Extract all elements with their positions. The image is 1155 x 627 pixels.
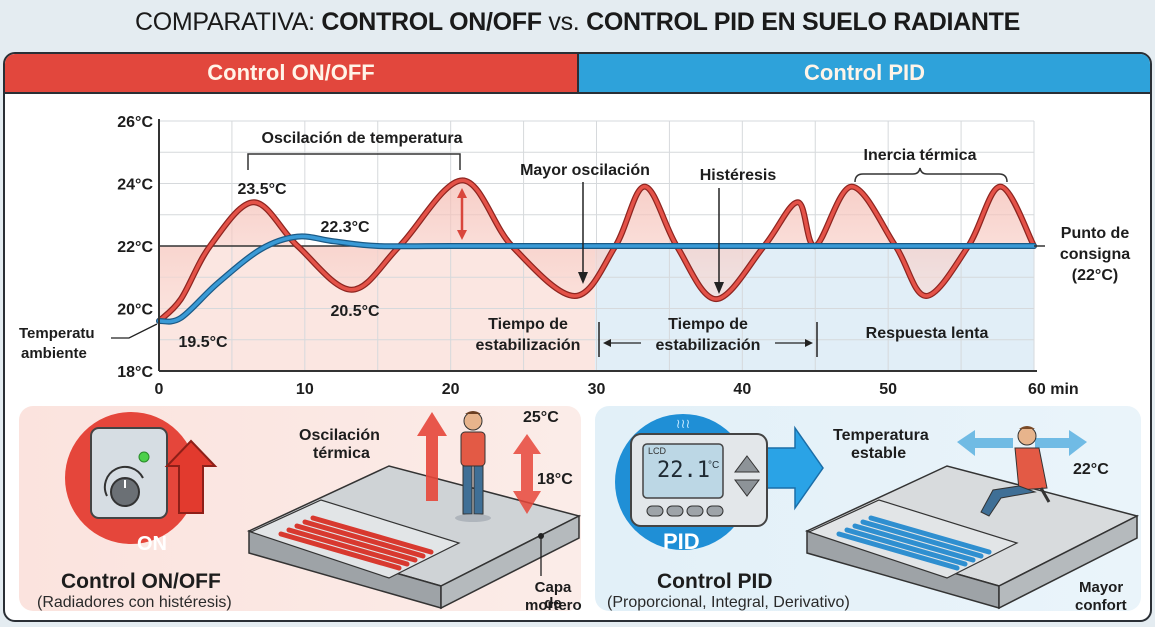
up-arrow-icon [164, 439, 218, 514]
oscillation-title: Oscilación de temperatura [262, 130, 463, 147]
mayor-oscilacion-label: Mayor oscilación [520, 162, 650, 179]
x-tick-label: 50 [879, 381, 897, 398]
x-tick-label: 20 [442, 381, 460, 398]
heat-waves-icon: ≀≀≀ [676, 416, 691, 431]
x-tick-label: 30 [588, 381, 606, 398]
x-tick-label: 0 [155, 381, 164, 398]
respuesta-lenta-label: Respuesta lenta [866, 325, 989, 342]
oscilacion-termica-label-a: Oscilación [299, 427, 380, 444]
knob-icon [110, 477, 140, 507]
pid-panel-title: Control PID [657, 570, 773, 593]
pid-panel: ≀≀≀ LCD 22.1 °C PID Control PI [595, 406, 1141, 614]
knob-scale [103, 465, 144, 497]
comparison-frame: Control ON/OFF Control PID 18°C 20°C 22°C 2… [3, 52, 1152, 622]
temp-high-label: 25°C [523, 409, 559, 426]
onoff-illustration [65, 411, 581, 610]
oscillation-bracket [247, 153, 461, 170]
mortar-label-a: Capa de [534, 579, 572, 612]
onoff-panel: ON Control ON/OFF (Radiadores con histér… [19, 406, 582, 614]
tiempo-span-arrow-icon [603, 339, 813, 347]
lcd-label: LCD [648, 446, 667, 456]
x-ticks: 0 10 20 30 40 50 60 min [155, 381, 1079, 398]
comfort-label-a: Mayor [1079, 579, 1124, 596]
pid-illustration: ≀≀≀ [615, 414, 1140, 610]
lcd-screen [642, 443, 724, 499]
peak-label: 23.5°C [237, 181, 287, 198]
pid-line [157, 234, 1036, 324]
heating-pipes-red [278, 515, 434, 571]
ambiente-label-b: ambiente [21, 345, 87, 362]
ambiente-pointer [111, 323, 158, 339]
temperature-chart: 18°C 20°C 22°C 24°C 26°C 0 10 20 30 40 50 60 min O… [19, 114, 1130, 398]
header-onoff: Control ON/OFF [5, 54, 579, 94]
switch-on-label: ON [137, 533, 167, 555]
ambiente-label-a: Temperatu [19, 325, 95, 342]
title-pid: CONTROL PID EN SUELO RADIANTE [586, 8, 1020, 36]
lcd-unit: °C [708, 460, 720, 471]
lcd-value: 22.1 [657, 458, 710, 483]
pid-badge-label: PID [663, 529, 700, 554]
inercia-bracket [854, 167, 1008, 183]
start-label: 19.5°C [178, 334, 228, 351]
heating-pipes-blue [836, 515, 992, 571]
heat-wave-arrow-icon [417, 412, 447, 501]
x-tick-label: 10 [296, 381, 314, 398]
y-tick-label: 24°C [117, 177, 153, 194]
pid-buttons [646, 505, 724, 517]
stable-right-arrow-icon [1035, 430, 1087, 456]
stable-temp-label-b: estable [851, 445, 907, 462]
pid-panel-subtitle: (Proporcional, Integral, Derivativo) [607, 594, 850, 611]
mortar-label-b: mortero [525, 597, 582, 614]
consigna-label-c: (22°C) [1072, 267, 1118, 284]
inercia-label: Inercia térmica [864, 147, 977, 164]
slab-side [440, 514, 580, 610]
stable-temp-label-a: Temperatura [833, 427, 929, 444]
tiempo2-label-b: estabilización [656, 337, 761, 354]
y-tick-label: 18°C [117, 364, 153, 381]
temp-range-arrow-icon [513, 434, 541, 514]
stable-left-arrow-icon [957, 430, 1013, 456]
oscillation-arrow-icon [457, 188, 467, 240]
histeresis-arrow-icon [714, 188, 724, 294]
y-tick-label: 26°C [117, 114, 153, 131]
onoff-line [157, 178, 1036, 323]
page-title: COMPARATIVA: CONTROL ON/OFF vs. CONTROL … [0, 8, 1155, 37]
x-tick-label: 40 [733, 381, 751, 398]
temp-low-label: 18°C [537, 471, 573, 488]
consigna-label-b: consigna [1060, 246, 1130, 263]
mortar-pointer-dot [538, 533, 544, 539]
onoff-panel-title: Control ON/OFF [61, 570, 221, 593]
person-sitting-icon [980, 426, 1051, 517]
pid-peak-label: 22.3°C [320, 219, 370, 236]
x-tick-label: 60 min [1028, 381, 1079, 398]
temp-down-button-icon [734, 479, 760, 497]
pid-temp-label: 22°C [1073, 461, 1109, 478]
person-standing-icon [455, 411, 491, 522]
title-vs: vs. [541, 8, 587, 36]
y-tick-label: 20°C [117, 302, 153, 319]
comfort-label-b: confort [1075, 597, 1127, 614]
pid-slab-side [998, 514, 1138, 610]
oscilacion-termica-label-b: térmica [313, 445, 370, 462]
trough-label: 20.5°C [330, 303, 380, 320]
onoff-panel-subtitle: (Radiadores con histéresis) [37, 594, 232, 611]
flow-arrow-icon [764, 425, 824, 511]
histeresis-label: Histéresis [700, 167, 777, 184]
header-pid: Control PID [579, 54, 1150, 94]
mayor-oscilacion-arrow-icon [578, 182, 588, 284]
onoff-area-fill [159, 180, 1034, 321]
temp-up-button-icon [734, 455, 760, 473]
tiempo1-label-b: estabilización [476, 337, 581, 354]
tiempo1-label-a: Tiempo de [488, 316, 568, 333]
y-tick-label: 22°C [117, 239, 153, 256]
thermostat-body-icon [90, 427, 168, 519]
title-onoff: CONTROL ON/OFF [321, 8, 542, 36]
y-ticks: 18°C 20°C 22°C 24°C 26°C [117, 114, 153, 381]
title-prefix: COMPARATIVA: [135, 8, 322, 36]
status-led-icon [138, 451, 150, 463]
consigna-label-a: Punto de [1061, 225, 1130, 242]
tiempo2-label-a: Tiempo de [668, 316, 748, 333]
